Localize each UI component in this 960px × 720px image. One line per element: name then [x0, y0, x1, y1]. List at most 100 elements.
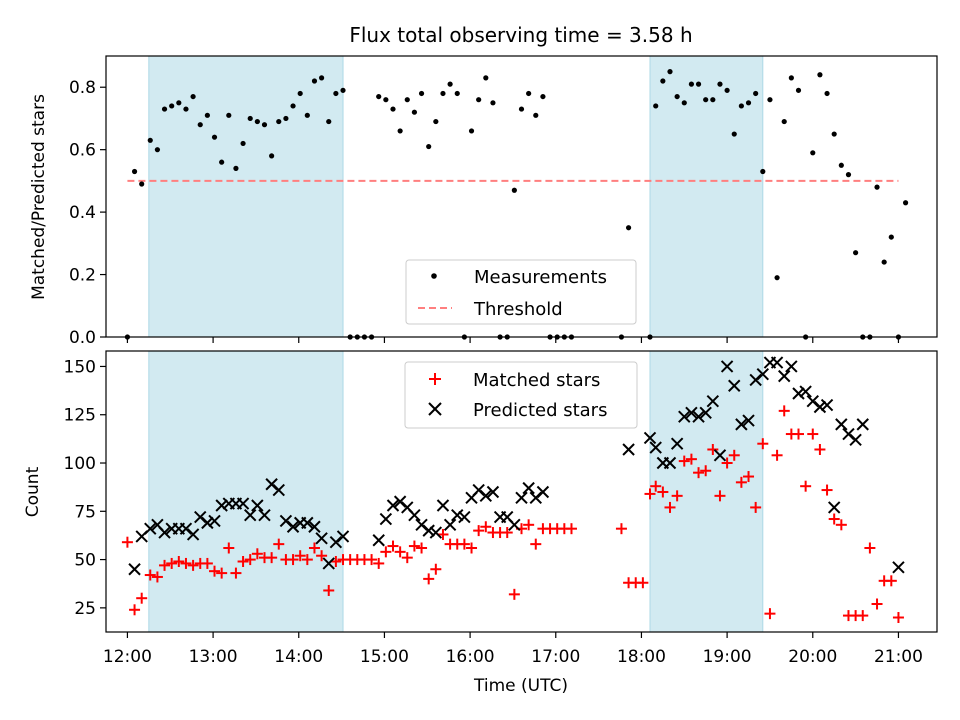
measurement-point [724, 87, 730, 93]
measurement-point [511, 187, 517, 193]
predicted-point [158, 526, 171, 539]
measurement-point [440, 90, 446, 97]
measurement-point [526, 90, 532, 97]
predicted-point [458, 510, 471, 524]
matched-point [366, 554, 378, 566]
predicted-point [251, 499, 264, 512]
predicted-point [778, 369, 791, 383]
predicted-point [785, 360, 798, 373]
measurement-point [397, 128, 403, 134]
matched-point [671, 490, 683, 502]
bottom-legend-box [404, 361, 638, 429]
measurement-point [533, 112, 539, 118]
measurement-point [767, 97, 773, 103]
predicted-point [429, 526, 443, 539]
chart-title: Flux total observing time = 3.58 h [349, 23, 692, 47]
matched-point [387, 540, 399, 552]
measurement-point [468, 128, 475, 134]
matched-point [136, 592, 148, 604]
measurement-point [190, 93, 196, 100]
top-y-tick-label: 0.4 [69, 203, 96, 223]
predicted-point [236, 497, 250, 510]
top-plot-frame [105, 55, 938, 338]
measurement-point [326, 118, 332, 125]
measurement-point [161, 106, 168, 112]
measurement-point [753, 90, 759, 97]
predicted-point [670, 437, 684, 450]
bottom-shaded-intervals [148, 350, 764, 633]
bottom-x-ticks: 12:00 13:00 14:00 15:00 16:00 17:00 18:00 19:00… [103, 632, 923, 667]
matched-point [473, 525, 485, 537]
predicted-point [301, 516, 314, 530]
measurement-point [333, 90, 339, 97]
predicted-point [479, 489, 493, 503]
bottom-y-tick-label: 50 [74, 551, 96, 571]
matched-point [743, 471, 755, 483]
measurements-legend-label: Measurements [474, 267, 607, 288]
matched-point [408, 540, 420, 552]
matched-point [144, 569, 156, 581]
predicted-point [372, 534, 385, 547]
predicted-point [706, 395, 720, 408]
predicted-point [386, 499, 400, 512]
measurement-point [139, 181, 145, 187]
measurement-point [447, 81, 453, 87]
predicted-point [728, 379, 741, 392]
bottom-plot-frame [105, 350, 938, 633]
measurement-point [881, 259, 887, 265]
threshold-legend-label: Threshold [473, 299, 563, 320]
measurement-point [418, 90, 425, 97]
measurement-point [261, 122, 268, 128]
measurement-point [176, 100, 182, 106]
measurement-point [518, 106, 525, 112]
predicted-point [272, 483, 285, 497]
measurement-point [319, 75, 325, 81]
matched-point [201, 557, 213, 569]
matched-point [693, 467, 705, 479]
matched-point [180, 557, 192, 569]
matched-point [380, 546, 392, 558]
matched-point [273, 538, 285, 550]
predicted-point [643, 431, 657, 445]
matched-point [728, 449, 740, 461]
top-legend: Measurements Threshold [405, 259, 637, 325]
predicted-point [835, 418, 848, 431]
matched-point [458, 538, 470, 550]
matched-point [814, 443, 826, 455]
predicted-point [315, 532, 328, 545]
x-tick-label: 20:00 [788, 647, 837, 667]
measurement-point [426, 143, 432, 150]
predicted-point [286, 520, 300, 533]
matched-legend-label: Matched stars [473, 370, 600, 391]
x-tick-label: 15:00 [360, 647, 409, 667]
bottom-y-ticks: 25 50 75 100 125 150 [64, 357, 106, 619]
predicted-point [208, 514, 221, 528]
measurement-point [233, 165, 239, 171]
x-tick-label: 18:00 [617, 647, 666, 667]
matched-point [287, 554, 299, 566]
matched-point [216, 567, 228, 579]
predicted-point [144, 522, 157, 535]
matched-point [892, 612, 904, 624]
top-legend-box [405, 259, 637, 325]
predicted-point [186, 528, 200, 541]
x-tick-label: 14:00 [274, 647, 323, 667]
matched-point [251, 548, 263, 560]
predicted-point [244, 508, 257, 522]
measurement-point [731, 131, 737, 137]
matched-point [437, 528, 449, 540]
matched-point [750, 501, 762, 513]
matched-point [721, 457, 733, 469]
matched-point [828, 513, 840, 525]
measurement-point [667, 69, 673, 75]
measurement-point [817, 72, 823, 78]
measurement-point [810, 150, 816, 156]
measurement-point [717, 81, 723, 87]
matched-point [657, 486, 669, 498]
measurement-point [888, 234, 894, 240]
matched-point [757, 438, 769, 450]
measurement-point [276, 118, 282, 125]
matched-point [807, 428, 819, 440]
predicted-point [128, 563, 141, 576]
bottom-shaded-interval-2 [649, 350, 764, 633]
